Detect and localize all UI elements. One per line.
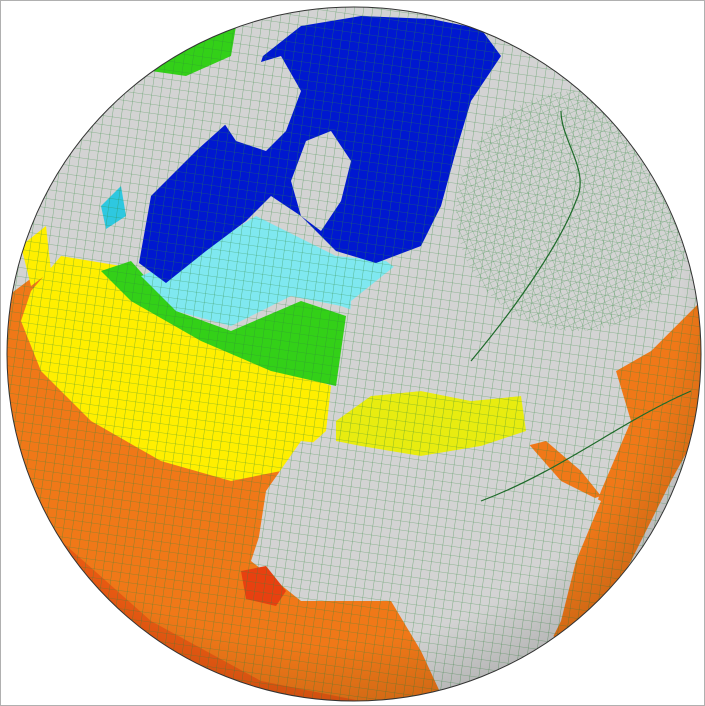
globe-outline <box>6 6 702 702</box>
globe-shading <box>7 7 701 701</box>
